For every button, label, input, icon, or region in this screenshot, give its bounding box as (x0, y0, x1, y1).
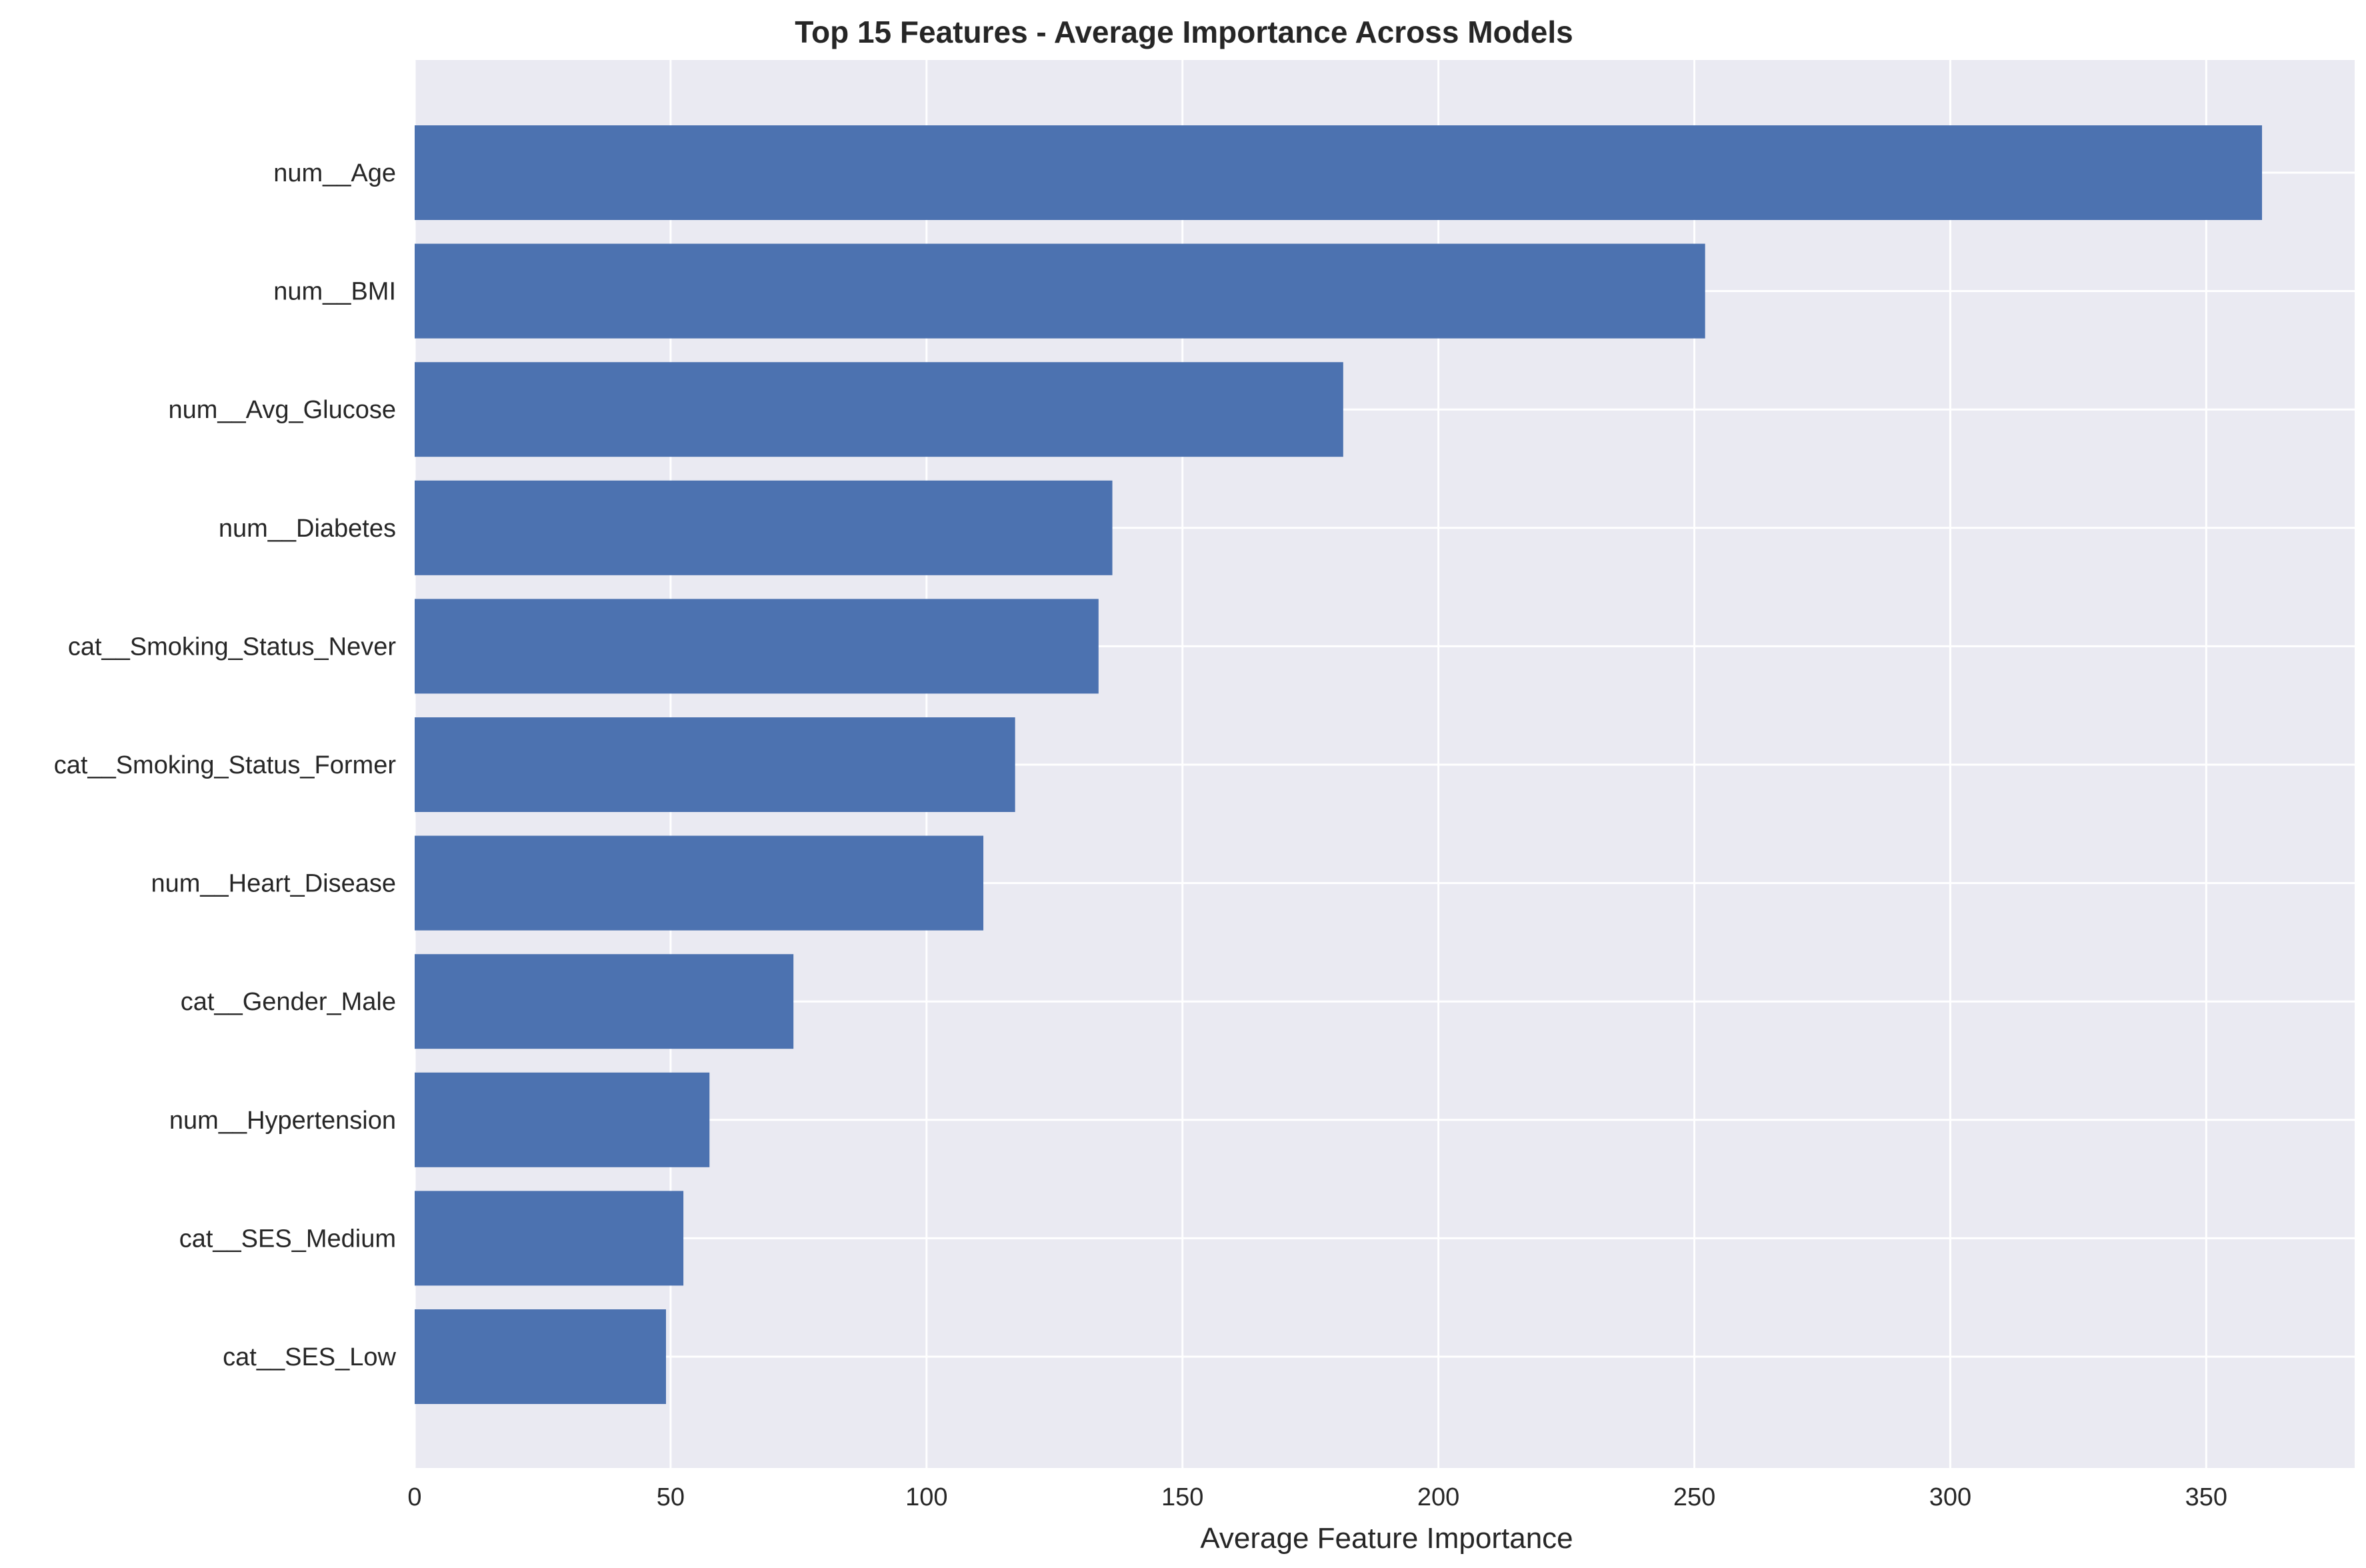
y-tick-label: num__Heart_Disease (151, 870, 396, 898)
y-tick-label: cat__SES_Low (223, 1343, 396, 1371)
bar (415, 1191, 684, 1286)
x-tick-labels: 0 50 100 150 200 250 300 350 (407, 1483, 2227, 1511)
bar (415, 1309, 666, 1404)
y-tick-label: cat__Smoking_Status_Never (68, 633, 397, 661)
bar (415, 362, 1343, 457)
x-tick-label: 0 (407, 1483, 421, 1511)
x-tick-label: 200 (1417, 1483, 1459, 1511)
bar (415, 835, 984, 931)
x-tick-label: 350 (2185, 1483, 2227, 1511)
y-tick-labels: num__Age num__BMI num__Avg_Glucose num__Dia… (54, 159, 397, 1371)
x-tick-label: 150 (1161, 1483, 1203, 1511)
x-tick-label: 50 (657, 1483, 685, 1511)
x-axis-label: Average Feature Importance (1200, 1522, 1573, 1555)
bars (415, 125, 2263, 1404)
bar (415, 480, 1113, 575)
y-tick-label: cat__Gender_Male (181, 988, 396, 1016)
y-tick-label: num__Hypertension (169, 1107, 396, 1135)
y-tick-label: cat__Smoking_Status_Former (54, 751, 397, 779)
y-tick-label: num__BMI (273, 278, 396, 306)
bar (415, 243, 1705, 339)
bar (415, 954, 794, 1049)
chart-title: Top 15 Features - Average Importance Acr… (795, 15, 1573, 49)
bar (415, 717, 1015, 812)
x-tick-label: 100 (905, 1483, 947, 1511)
y-tick-label: num__Age (273, 159, 396, 187)
y-tick-label: num__Diabetes (219, 515, 396, 543)
y-tick-label: num__Avg_Glucose (168, 396, 396, 424)
y-tick-label: cat__SES_Medium (179, 1225, 396, 1253)
bar (415, 1072, 710, 1167)
bar (415, 599, 1099, 694)
bar (415, 125, 2263, 220)
x-tick-label: 300 (1929, 1483, 1971, 1511)
x-tick-label: 250 (1673, 1483, 1715, 1511)
